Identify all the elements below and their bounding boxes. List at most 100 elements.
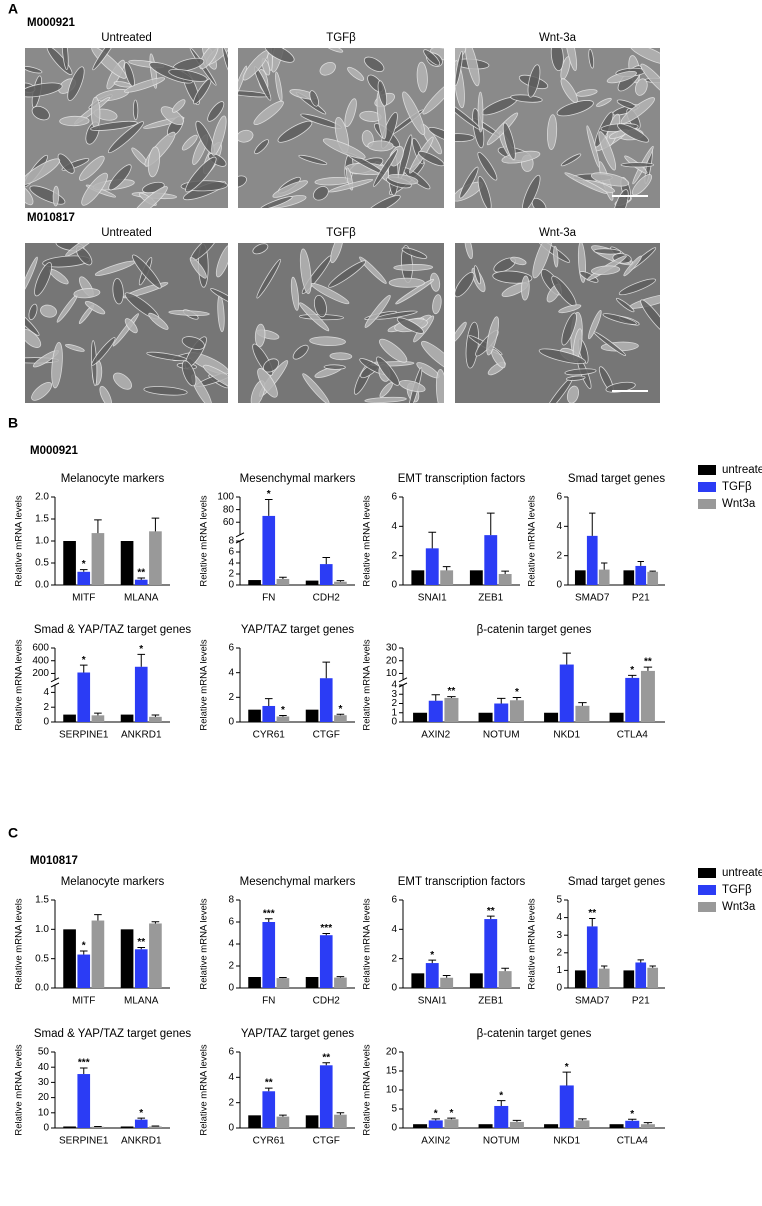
legend-label: untreated	[722, 464, 762, 476]
bar	[248, 709, 261, 722]
cell	[256, 258, 281, 299]
x-tick-label: AXIN2	[421, 1136, 450, 1147]
cell	[168, 68, 208, 82]
error-bar	[442, 566, 451, 571]
bar	[625, 677, 640, 722]
image-label: Wnt-3a	[539, 227, 577, 239]
cell	[364, 396, 407, 403]
cell	[57, 153, 75, 174]
cell	[181, 134, 198, 151]
cell	[99, 385, 112, 403]
cell	[455, 133, 475, 142]
bar	[63, 1126, 76, 1128]
y-axis-label: Relative mRNA levels	[199, 639, 210, 731]
bar	[262, 515, 276, 585]
bar	[440, 977, 454, 988]
cell	[299, 248, 312, 295]
y-tick-label: 2	[391, 698, 397, 709]
cell	[379, 382, 393, 398]
cell	[502, 122, 516, 160]
y-tick-label: 2	[391, 550, 397, 561]
y-axis-label: Relative mRNA levels	[362, 898, 373, 990]
x-tick-label: ANKRD1	[121, 730, 162, 741]
chart-title: Melanocyte markers	[61, 473, 165, 485]
error-bar	[151, 517, 160, 532]
cell	[564, 368, 597, 376]
x-tick-label: CTGF	[313, 1136, 340, 1147]
x-tick-label: NOTUM	[483, 730, 520, 741]
cell	[31, 381, 53, 401]
cell	[435, 368, 444, 403]
cell	[373, 149, 398, 187]
error-bar	[600, 965, 608, 969]
axis-break	[50, 682, 60, 688]
y-tick-label: 30	[38, 1077, 50, 1088]
panel-label: C	[8, 825, 18, 841]
significance: ***	[320, 923, 332, 934]
cells	[455, 48, 660, 208]
y-tick-label: 2	[228, 692, 234, 703]
significance: *	[630, 1109, 634, 1120]
bar	[635, 962, 647, 988]
cell	[477, 151, 498, 181]
micrograph	[25, 243, 228, 403]
bar	[91, 920, 105, 988]
bar	[120, 1126, 134, 1128]
cell	[67, 66, 85, 101]
cell	[124, 77, 166, 93]
cell	[455, 272, 475, 298]
significance: *	[82, 655, 86, 666]
y-tick-label: 5	[556, 895, 562, 906]
micrograph	[25, 48, 228, 208]
y-tick-label: 1	[391, 707, 397, 718]
legend-label: TGFβ	[722, 884, 752, 896]
bar	[575, 1120, 590, 1128]
error-bar	[649, 965, 656, 968]
significance: ***	[78, 1058, 90, 1069]
y-tick-label: 80	[223, 504, 235, 515]
bar	[623, 970, 635, 988]
x-tick-label: SERPINE1	[59, 1136, 109, 1147]
x-tick-label: CDH2	[313, 593, 341, 604]
cell	[634, 78, 648, 96]
cell	[215, 244, 228, 278]
cell	[113, 81, 132, 88]
bar	[77, 571, 91, 585]
cell	[277, 120, 313, 143]
bar	[134, 579, 148, 585]
bar	[574, 970, 586, 988]
cell	[90, 120, 138, 131]
y-tick-label: 0	[391, 1123, 397, 1134]
cell	[107, 121, 144, 154]
significance: *	[434, 1109, 438, 1120]
bar	[498, 574, 512, 585]
bar	[319, 564, 333, 585]
cell	[51, 342, 63, 389]
bar	[149, 923, 162, 988]
cell	[347, 66, 365, 81]
cell	[92, 48, 119, 71]
bar	[276, 1116, 290, 1128]
cell	[477, 175, 492, 208]
cell	[328, 178, 374, 193]
cell	[222, 48, 228, 74]
cell	[344, 98, 357, 128]
y-tick-label: 3	[391, 689, 397, 700]
cells	[250, 243, 444, 403]
cells	[455, 243, 660, 403]
legend-swatch	[698, 499, 716, 509]
cell	[90, 96, 101, 130]
bar	[262, 1091, 276, 1128]
y-tick-label: 0.0	[35, 580, 49, 591]
cell	[290, 276, 300, 311]
significance: *	[449, 1108, 453, 1119]
cell	[168, 310, 210, 316]
y-tick-label: 2	[43, 702, 49, 713]
x-tick-label: P21	[632, 996, 650, 1007]
bar	[411, 973, 425, 988]
bar	[334, 1114, 347, 1128]
y-tick-label: 10	[386, 668, 398, 679]
micrograph	[238, 243, 444, 403]
cell	[330, 243, 344, 264]
error-bar	[79, 1067, 88, 1075]
